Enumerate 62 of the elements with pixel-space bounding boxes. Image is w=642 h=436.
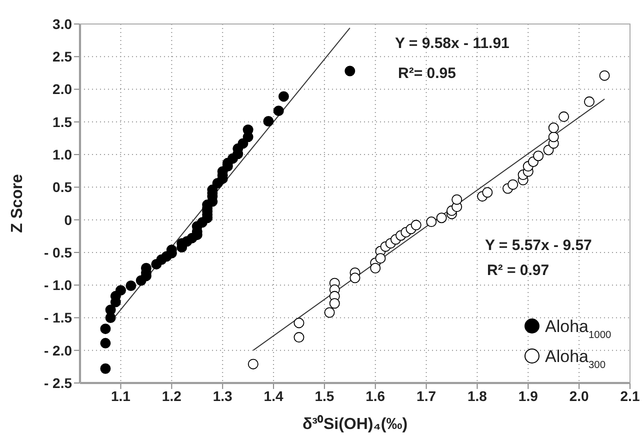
x-tick-label: 1.2 [162, 388, 182, 404]
x-tick-label: 2.0 [569, 388, 590, 404]
x-tick-label: 1.7 [416, 388, 436, 404]
point [324, 307, 335, 318]
point [344, 66, 356, 76]
x-tick-label: 1.4 [264, 388, 284, 404]
annotation: Y = 5.57x - 9.57 [485, 237, 592, 254]
point [410, 220, 422, 230]
point [599, 70, 610, 81]
point [126, 280, 136, 291]
x-tick-label: 1.5 [314, 388, 334, 404]
point [508, 179, 518, 190]
point [248, 358, 258, 370]
point [100, 324, 111, 334]
legend-label: Aloha$_{1000}$ [545, 317, 612, 340]
x-axis-title: δ³⁰Si(OH)₄(‰) [302, 415, 408, 433]
point [100, 338, 111, 348]
point [533, 150, 544, 162]
legend-label: Aloha$_{300}$ [545, 347, 606, 370]
point [350, 272, 360, 284]
point [482, 187, 493, 198]
y-tick-label: 2.5 [52, 48, 72, 65]
x-tick-label: 1.9 [518, 388, 538, 404]
annotation: R²= 0.95 [398, 65, 456, 82]
y-tick-label: - 2.0 [44, 342, 72, 358]
annotation: Y = 9.58x - 11.91 [395, 35, 510, 52]
y-tick-label: 2.0 [52, 81, 72, 98]
y-axis-title: Z Score [9, 174, 26, 233]
x-tick-label: 1.8 [467, 388, 488, 404]
x-tick-label: 2.1 [620, 388, 640, 404]
point [436, 212, 447, 224]
y-tick-label: 1.5 [52, 114, 72, 130]
y-tick-label: 1.0 [52, 146, 72, 163]
x-tick-label: 1.1 [111, 388, 131, 404]
point [426, 216, 437, 228]
point [294, 318, 304, 328]
point [273, 106, 284, 116]
point [105, 312, 116, 323]
point [294, 332, 304, 343]
point [100, 363, 111, 374]
point [452, 194, 462, 205]
point [151, 258, 162, 270]
point [548, 122, 559, 134]
point [375, 253, 386, 264]
x-tick-label: 1.6 [366, 388, 386, 404]
y-tick-label: 0.5 [52, 179, 72, 196]
point [136, 275, 146, 286]
y-tick-label: - 1.0 [44, 277, 72, 294]
y-tick-label: - 1.5 [44, 310, 72, 326]
y-tick-label: - 2.5 [44, 374, 72, 391]
x-tick-label: 1.3 [212, 388, 233, 404]
y-tick-label: - 0.5 [44, 244, 72, 260]
point [558, 111, 570, 122]
point [278, 91, 289, 102]
point [370, 262, 381, 274]
y-tick-label: 3.0 [52, 16, 72, 32]
point [263, 116, 274, 127]
point [548, 132, 559, 142]
annotation: R² = 0.97 [487, 262, 550, 279]
y-tick-label: 0 [64, 212, 72, 228]
point [584, 96, 595, 107]
point [329, 298, 340, 309]
